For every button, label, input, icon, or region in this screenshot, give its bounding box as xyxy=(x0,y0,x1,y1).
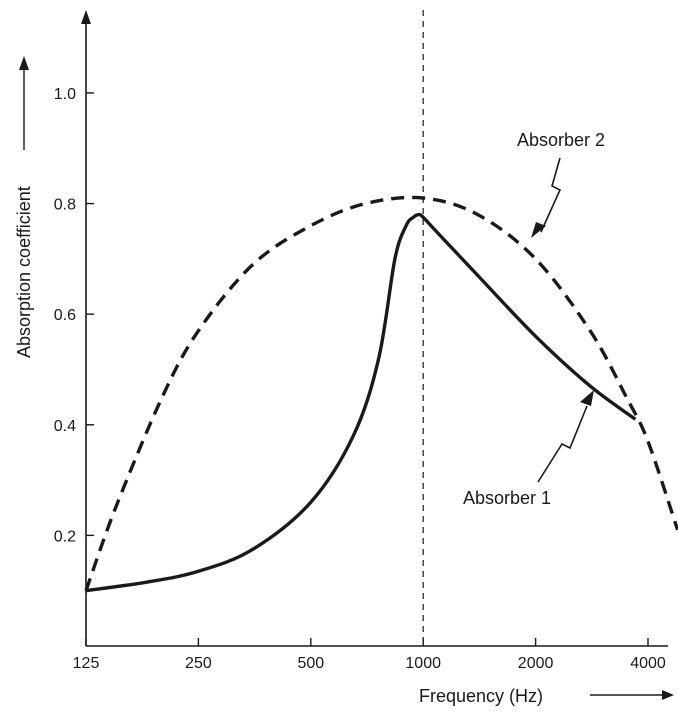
x-tick-label: 4000 xyxy=(630,655,666,672)
x-tick-label: 1000 xyxy=(405,655,441,672)
y-tick-label: 0.4 xyxy=(54,418,76,435)
x-tick-label: 250 xyxy=(185,655,212,672)
series-line-absorber-2 xyxy=(84,195,678,592)
leader-arrowhead-absorber-1 xyxy=(580,390,594,406)
axes xyxy=(81,10,668,647)
x-tick-label: 500 xyxy=(297,655,324,672)
ticks: 125 250 500 1000 2000 4000 0.2 0.4 0.6 0.8 1.0 xyxy=(54,86,666,672)
series-line-absorber-1 xyxy=(85,212,637,593)
leader-line-absorber-1 xyxy=(537,405,588,483)
x-axis-title: Frequency (Hz) xyxy=(419,686,543,706)
y-tick-label: 1.0 xyxy=(54,86,76,103)
y-tick-label: 0.2 xyxy=(54,528,76,545)
y-axis-title-arrowhead xyxy=(19,56,29,70)
series-label-absorber-2: Absorber 2 xyxy=(517,130,605,150)
y-tick-label: 0.6 xyxy=(54,307,76,324)
y-axis-arrowhead xyxy=(81,10,91,24)
y-axis-title: Absorption coefficient xyxy=(14,186,34,358)
labels-group: Absorber 2 Absorber 1 Frequency (Hz) Absorp… xyxy=(14,56,674,706)
series-group xyxy=(84,195,678,593)
series-label-absorber-1: Absorber 1 xyxy=(463,488,551,508)
y-tick-label: 0.8 xyxy=(54,197,76,214)
x-axis-title-arrowhead xyxy=(662,690,674,700)
x-tick-label: 2000 xyxy=(518,655,554,672)
leader-line-absorber-2 xyxy=(540,157,562,233)
x-tick-label: 125 xyxy=(73,655,100,672)
leader-arrowhead-absorber-2 xyxy=(531,222,546,238)
